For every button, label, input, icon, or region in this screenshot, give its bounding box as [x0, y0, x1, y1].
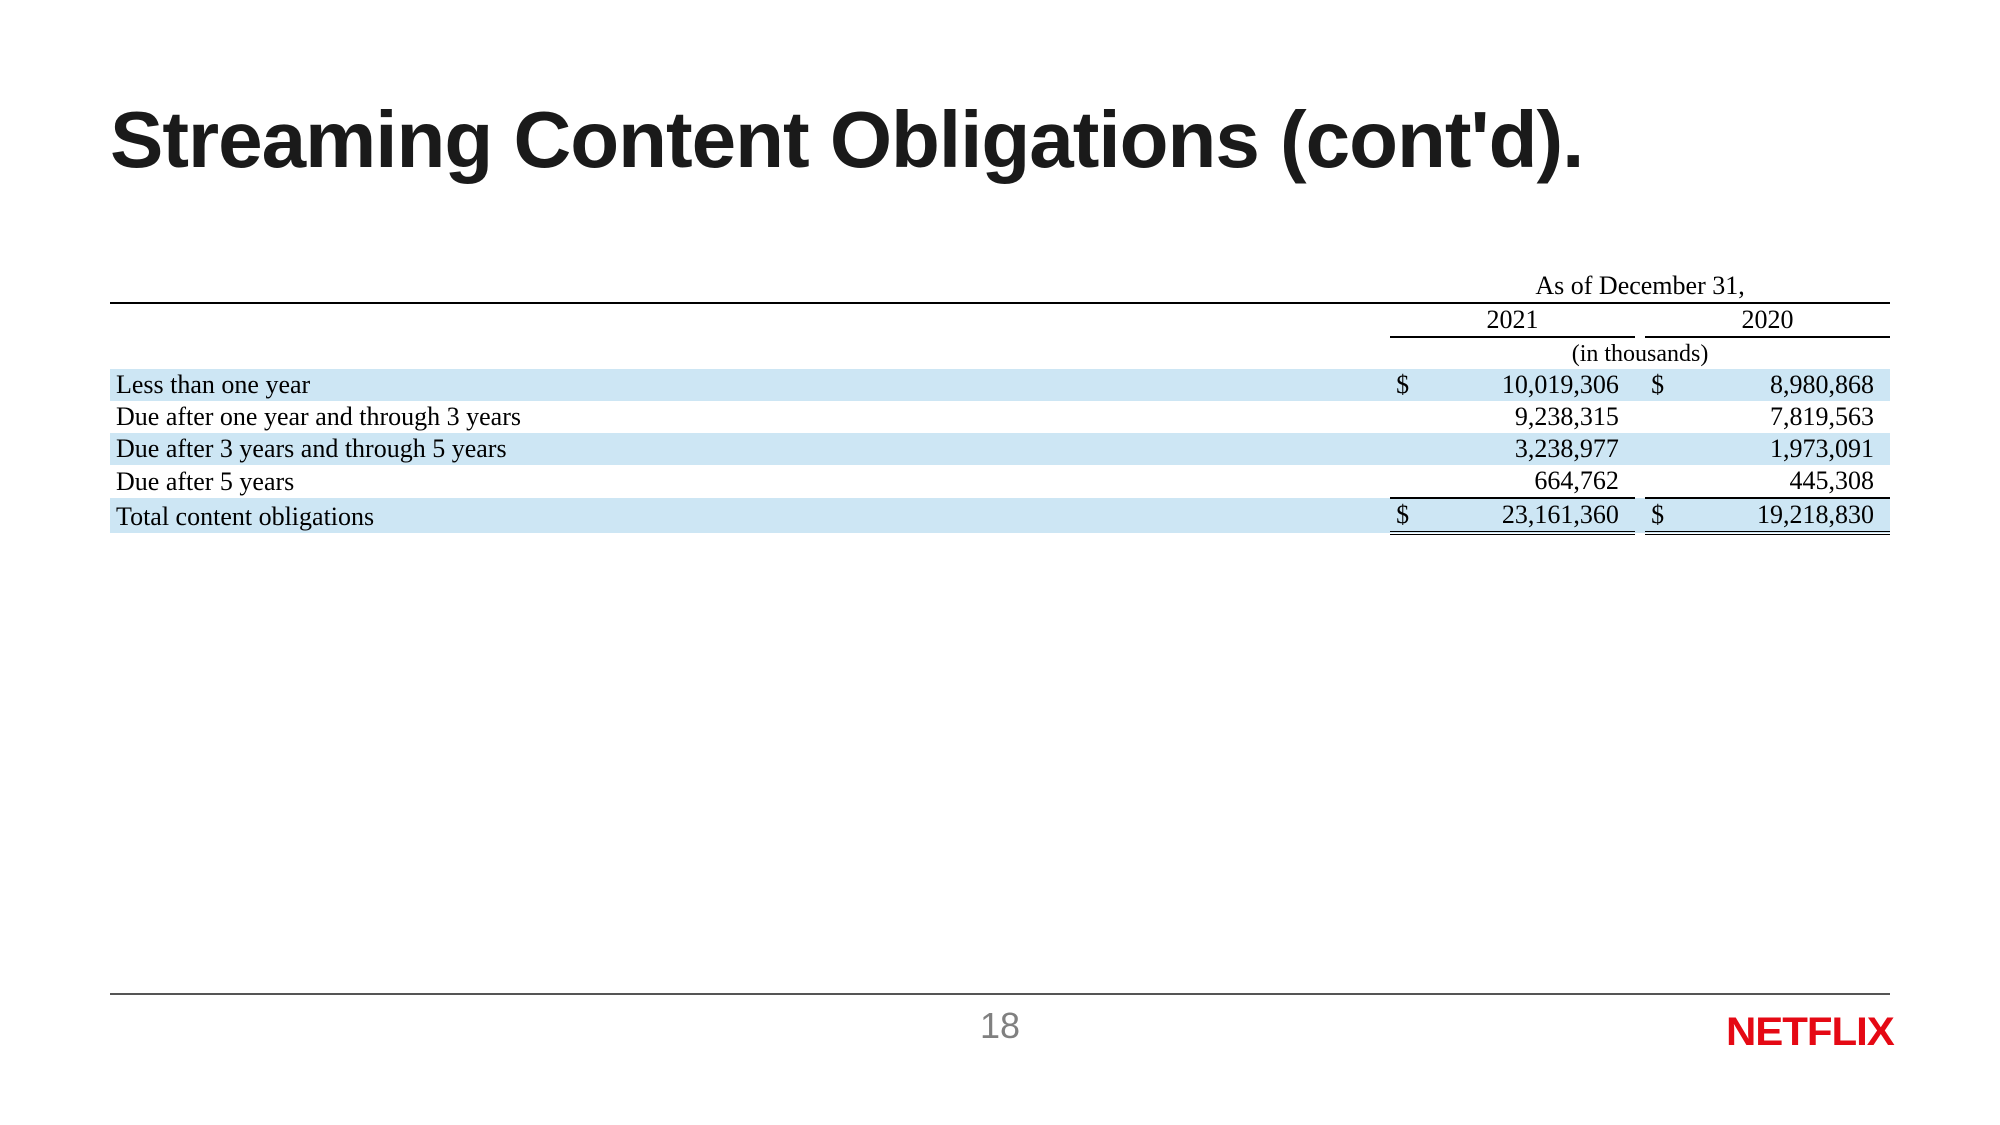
row-label: Less than one year: [110, 369, 1390, 401]
value-2020: 1,973,091: [1682, 433, 1890, 465]
footer-divider: [110, 993, 1890, 995]
table-row: Less than one year $ 10,019,306 $ 8,980,…: [110, 369, 1890, 401]
total-2021: 23,161,360: [1427, 498, 1635, 533]
table-row: Due after one year and through 3 years 9…: [110, 401, 1890, 433]
table-row: Due after 3 years and through 5 years 3,…: [110, 433, 1890, 465]
table-total-row: Total content obligations $ 23,161,360 $…: [110, 498, 1890, 533]
unit-label: (in thousands): [1390, 337, 1890, 369]
value-2021: 10,019,306: [1427, 369, 1635, 401]
year-2020-header: 2020: [1645, 303, 1890, 337]
value-2021: 9,238,315: [1427, 401, 1635, 433]
currency-symbol: $: [1645, 369, 1682, 401]
slide-title: Streaming Content Obligations (cont'd).: [110, 90, 1890, 190]
currency-symbol: $: [1645, 498, 1682, 533]
page-number: 18: [0, 1005, 2000, 1047]
netflix-logo: NETFLIX: [1726, 1010, 1894, 1055]
total-2020: 19,218,830: [1682, 498, 1890, 533]
currency-symbol: $: [1390, 498, 1427, 533]
obligations-table: As of December 31, 2021 2020 (in thousan…: [110, 270, 1890, 535]
value-2020: 7,819,563: [1682, 401, 1890, 433]
table-row: Due after 5 years 664,762 445,308: [110, 465, 1890, 498]
value-2020: 445,308: [1682, 465, 1890, 498]
year-2021-header: 2021: [1390, 303, 1635, 337]
currency-symbol: $: [1390, 369, 1427, 401]
value-2020: 8,980,868: [1682, 369, 1890, 401]
table-super-header: As of December 31,: [1390, 270, 1890, 303]
total-label: Total content obligations: [110, 498, 1390, 533]
row-label: Due after one year and through 3 years: [110, 401, 1390, 433]
row-label: Due after 5 years: [110, 465, 1390, 498]
row-label: Due after 3 years and through 5 years: [110, 433, 1390, 465]
value-2021: 664,762: [1427, 465, 1635, 498]
value-2021: 3,238,977: [1427, 433, 1635, 465]
